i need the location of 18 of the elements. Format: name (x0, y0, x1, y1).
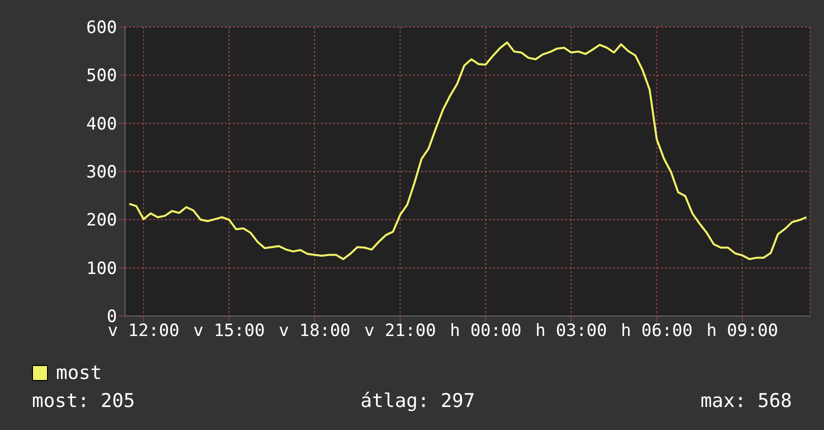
x-tick-label: v 18:00 (278, 321, 350, 342)
y-tick-label: 200 (86, 210, 117, 231)
x-tick-label: h 06:00 (620, 321, 693, 342)
y-tick-label: 300 (86, 162, 117, 183)
text: most: 205 (32, 390, 135, 412)
text: max: 568 (700, 390, 792, 412)
text: átlag: 297 (360, 390, 475, 412)
y-tick-label: 600 (86, 18, 117, 38)
x-tick-label: v 21:00 (364, 321, 436, 342)
legend-label: most (55, 362, 102, 384)
x-tick-label: h 03:00 (535, 321, 608, 342)
x-tick-label: v 15:00 (193, 321, 265, 342)
x-tick-label: h 09:00 (706, 321, 778, 342)
y-tick-label: 100 (86, 258, 117, 279)
y-tick-label: 500 (86, 66, 117, 86)
line-series (128, 41, 808, 260)
x-tick-label: h 00:00 (450, 321, 522, 342)
y-tick-label: 400 (86, 114, 117, 134)
